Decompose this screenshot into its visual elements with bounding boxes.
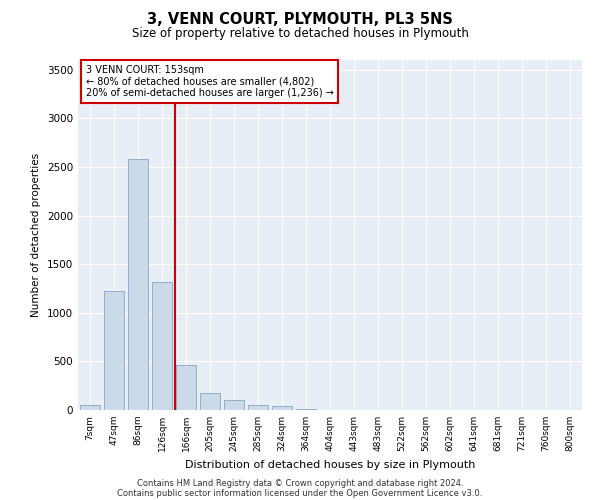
Text: Contains HM Land Registry data © Crown copyright and database right 2024.: Contains HM Land Registry data © Crown c… — [137, 478, 463, 488]
Bar — [248, 405, 268, 410]
Bar — [128, 159, 148, 410]
Bar — [104, 292, 124, 410]
Bar — [272, 406, 292, 410]
Bar — [152, 282, 172, 410]
Text: Size of property relative to detached houses in Plymouth: Size of property relative to detached ho… — [131, 28, 469, 40]
Y-axis label: Number of detached properties: Number of detached properties — [31, 153, 41, 317]
X-axis label: Distribution of detached houses by size in Plymouth: Distribution of detached houses by size … — [185, 460, 475, 469]
Bar — [80, 405, 100, 410]
Bar — [224, 400, 244, 410]
Text: 3 VENN COURT: 153sqm
← 80% of detached houses are smaller (4,802)
20% of semi-de: 3 VENN COURT: 153sqm ← 80% of detached h… — [86, 66, 334, 98]
Bar — [200, 392, 220, 410]
Text: Contains public sector information licensed under the Open Government Licence v3: Contains public sector information licen… — [118, 488, 482, 498]
Bar — [176, 366, 196, 410]
Text: 3, VENN COURT, PLYMOUTH, PL3 5NS: 3, VENN COURT, PLYMOUTH, PL3 5NS — [147, 12, 453, 28]
Bar — [296, 409, 316, 410]
